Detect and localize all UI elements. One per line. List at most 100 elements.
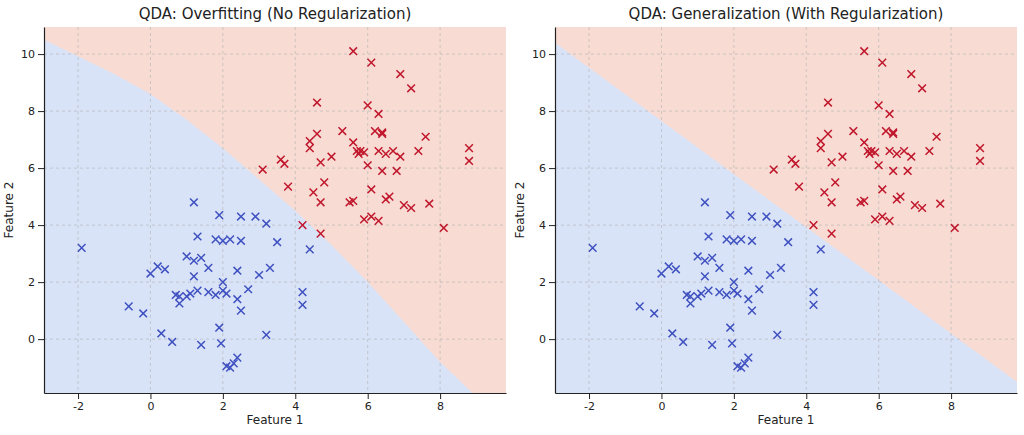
x-tick: 4 bbox=[292, 393, 299, 413]
x-tick-label: 0 bbox=[147, 400, 154, 413]
y-tick-label: 10 bbox=[532, 48, 546, 61]
y-tick: 0 bbox=[539, 333, 555, 346]
point bbox=[125, 303, 133, 311]
x-tick-mark bbox=[661, 393, 662, 399]
y-tick: 6 bbox=[539, 162, 555, 175]
point bbox=[234, 354, 242, 362]
point bbox=[317, 198, 325, 206]
point bbox=[889, 129, 897, 137]
point bbox=[415, 147, 423, 155]
point bbox=[716, 264, 724, 272]
point bbox=[726, 324, 734, 332]
point bbox=[705, 287, 713, 295]
point bbox=[589, 244, 597, 252]
point bbox=[281, 160, 289, 168]
point bbox=[299, 288, 307, 296]
point bbox=[766, 271, 774, 279]
x-tick-mark bbox=[368, 393, 369, 399]
x-tick-label: 2 bbox=[731, 400, 738, 413]
grid-line-x bbox=[589, 27, 590, 393]
point bbox=[360, 149, 368, 157]
x-tick: 6 bbox=[876, 393, 883, 413]
y-tick-label: 4 bbox=[539, 219, 546, 232]
point bbox=[716, 288, 724, 296]
y-tick: 0 bbox=[28, 333, 44, 346]
point bbox=[386, 193, 394, 201]
point bbox=[378, 130, 386, 138]
region-upper bbox=[555, 27, 1017, 393]
point bbox=[205, 264, 213, 272]
point bbox=[378, 129, 386, 137]
point bbox=[821, 188, 829, 196]
point bbox=[266, 264, 274, 272]
point bbox=[665, 263, 673, 271]
x-tick-label: 4 bbox=[803, 400, 810, 413]
grid-line-x bbox=[661, 27, 662, 393]
point bbox=[907, 70, 915, 78]
point bbox=[777, 264, 785, 272]
region-lower bbox=[555, 43, 1017, 393]
point bbox=[252, 213, 260, 221]
point bbox=[339, 127, 347, 135]
point bbox=[886, 217, 894, 225]
x-tick: 8 bbox=[437, 393, 444, 413]
point bbox=[679, 338, 687, 346]
point bbox=[784, 238, 792, 246]
series bbox=[259, 47, 473, 237]
x-tick: 2 bbox=[731, 393, 738, 413]
point bbox=[425, 200, 433, 208]
point bbox=[730, 278, 738, 286]
point bbox=[817, 246, 825, 254]
point bbox=[828, 159, 836, 167]
y-tick-mark bbox=[38, 282, 44, 283]
point bbox=[396, 70, 404, 78]
point bbox=[701, 257, 709, 265]
y-tick-mark bbox=[38, 111, 44, 112]
y-tick-label: 6 bbox=[539, 162, 546, 175]
point bbox=[212, 236, 220, 244]
point bbox=[810, 288, 818, 296]
point bbox=[745, 267, 753, 275]
point bbox=[375, 147, 383, 155]
point bbox=[748, 213, 756, 221]
y-tick-mark bbox=[38, 225, 44, 226]
x-tick-mark bbox=[589, 393, 590, 399]
point bbox=[726, 211, 734, 219]
point bbox=[317, 159, 325, 167]
point bbox=[223, 290, 231, 298]
x-tick: 2 bbox=[220, 393, 227, 413]
y-tick-mark bbox=[549, 111, 555, 112]
point bbox=[734, 290, 742, 298]
point bbox=[694, 253, 702, 261]
point bbox=[708, 341, 716, 349]
point bbox=[976, 157, 984, 165]
y-tick-label: 2 bbox=[28, 276, 35, 289]
plot-area bbox=[44, 27, 506, 393]
point bbox=[687, 293, 695, 301]
point bbox=[190, 198, 198, 206]
point bbox=[810, 221, 818, 229]
grid-line-y bbox=[555, 282, 1017, 283]
series bbox=[78, 198, 314, 371]
y-tick: 8 bbox=[539, 105, 555, 118]
point bbox=[770, 166, 778, 174]
point bbox=[349, 47, 357, 55]
point bbox=[422, 133, 430, 141]
grid-line-x bbox=[806, 27, 807, 393]
grid-line-y bbox=[44, 168, 506, 169]
point bbox=[190, 273, 198, 281]
point bbox=[400, 201, 408, 209]
point bbox=[168, 338, 176, 346]
title: QDA: Overfitting (No Regularization) bbox=[139, 5, 412, 23]
point bbox=[176, 300, 184, 308]
point bbox=[226, 236, 234, 244]
point bbox=[926, 147, 934, 155]
point bbox=[237, 237, 245, 245]
point bbox=[708, 254, 716, 262]
y-tick-mark bbox=[38, 339, 44, 340]
point bbox=[157, 330, 165, 338]
point bbox=[748, 307, 756, 315]
point bbox=[911, 201, 919, 209]
x-tick: 4 bbox=[803, 393, 810, 413]
point bbox=[367, 186, 375, 194]
